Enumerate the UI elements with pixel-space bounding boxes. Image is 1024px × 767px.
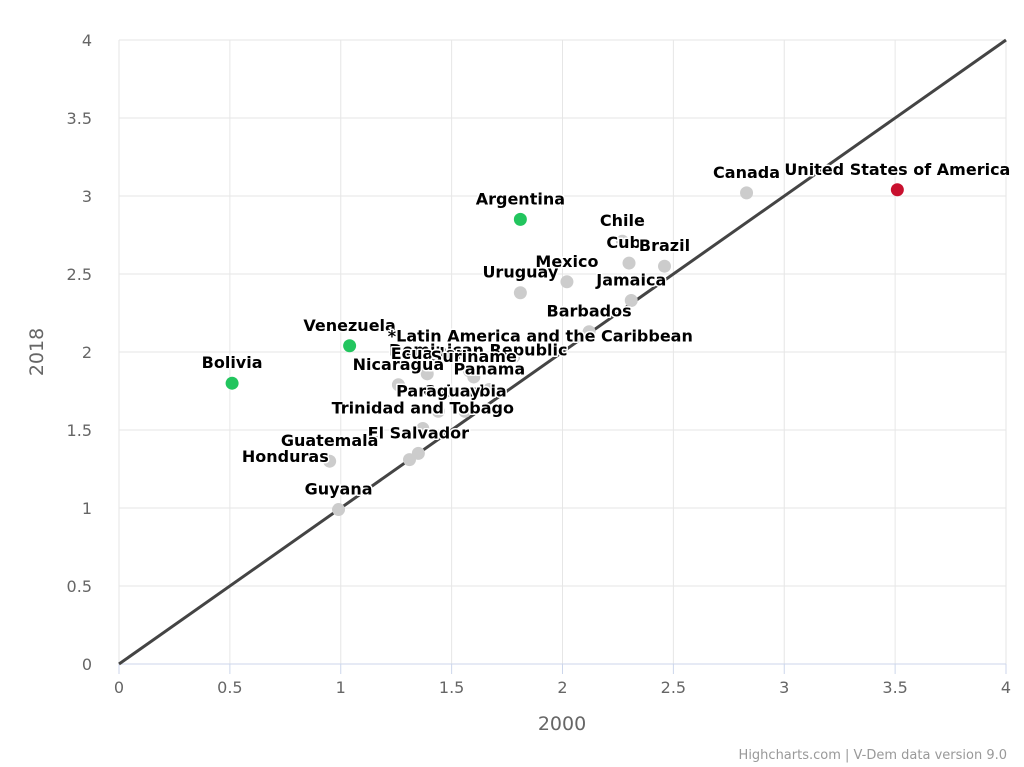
data-point[interactable] bbox=[402, 453, 416, 467]
data-point[interactable] bbox=[482, 382, 496, 396]
axes: 0 0.5 1 1.5 2 2.5 3 3.5 4 0 0.5 1 1.5 2 2.5 3 3.5 4 bbox=[67, 31, 1012, 697]
data-point[interactable] bbox=[416, 421, 430, 435]
point-label: Chile bbox=[600, 211, 645, 230]
data-point[interactable] bbox=[560, 275, 574, 289]
data-point[interactable] bbox=[624, 294, 638, 308]
y-tick-label: 1 bbox=[82, 499, 92, 518]
y-tick-label: 4 bbox=[82, 31, 92, 50]
point-label: Nicaragua bbox=[353, 355, 444, 374]
point-label: Paraguay bbox=[396, 381, 481, 400]
point-label: El Salvador bbox=[368, 423, 469, 442]
point-label: Panama bbox=[453, 359, 525, 378]
point-label: Uruguay bbox=[482, 263, 558, 282]
point-label: Brazil bbox=[639, 236, 690, 255]
y-axis-title: 2018 bbox=[26, 328, 48, 376]
data-point[interactable] bbox=[323, 454, 337, 468]
x-tick-label: 2.5 bbox=[661, 678, 686, 697]
point-label: Guatemala bbox=[281, 431, 379, 450]
data-point[interactable] bbox=[513, 212, 527, 226]
y-tick-label: 0.5 bbox=[67, 577, 92, 596]
data-point[interactable] bbox=[343, 339, 357, 353]
point-label: Honduras bbox=[242, 447, 329, 466]
x-tick-label: 0.5 bbox=[217, 678, 242, 697]
data-point[interactable] bbox=[225, 376, 239, 390]
data-point[interactable] bbox=[513, 286, 527, 300]
data-point[interactable] bbox=[391, 378, 405, 392]
point-label: Mexico bbox=[535, 252, 598, 271]
point-label: Argentina bbox=[476, 189, 565, 208]
point-label: Dominican Republic bbox=[389, 341, 567, 360]
x-tick-label: 2 bbox=[557, 678, 567, 697]
point-label: Colombia bbox=[423, 381, 507, 400]
point-label: Barbados bbox=[547, 302, 632, 321]
data-point[interactable] bbox=[582, 325, 596, 339]
data-point[interactable] bbox=[658, 259, 672, 273]
x-tick-label: 1 bbox=[336, 678, 346, 697]
y-tick-label: 3.5 bbox=[67, 109, 92, 128]
point-label: Suriname bbox=[431, 347, 517, 366]
data-point[interactable] bbox=[332, 503, 346, 517]
y-tick-label: 2.5 bbox=[67, 265, 92, 284]
data-point[interactable] bbox=[458, 404, 472, 418]
point-label: United States of America bbox=[784, 160, 1010, 179]
data-point[interactable] bbox=[420, 367, 434, 381]
point-label: Bolivia bbox=[202, 353, 263, 372]
point-label: Venezuela bbox=[303, 316, 395, 335]
data-point[interactable] bbox=[622, 256, 636, 270]
point-label: Guyana bbox=[305, 480, 373, 499]
point-label: Cuba bbox=[606, 233, 651, 252]
point-label: Trinidad and Tobago bbox=[332, 398, 514, 417]
data-point[interactable] bbox=[615, 234, 629, 248]
data-points bbox=[225, 183, 904, 517]
point-label: Ecuador bbox=[391, 344, 464, 363]
data-point[interactable] bbox=[467, 370, 481, 384]
x-tick-label: 3.5 bbox=[882, 678, 907, 697]
y-tick-label: 1.5 bbox=[67, 421, 92, 440]
data-point[interactable] bbox=[740, 186, 754, 200]
point-label: Canada bbox=[713, 163, 780, 182]
x-tick-label: 3 bbox=[779, 678, 789, 697]
data-point[interactable] bbox=[890, 183, 904, 197]
y-tick-label: 3 bbox=[82, 187, 92, 206]
x-tick-label: 1.5 bbox=[439, 678, 464, 697]
x-axis-title: 2000 bbox=[538, 713, 586, 735]
data-point[interactable] bbox=[507, 350, 521, 364]
y-tick-label: 0 bbox=[82, 655, 92, 674]
point-label: *Latin America and the Caribbean bbox=[388, 327, 693, 346]
x-tick-label: 0 bbox=[114, 678, 124, 697]
x-tick-label: 4 bbox=[1001, 678, 1011, 697]
point-label: Jamaica bbox=[595, 271, 666, 290]
y-tick-label: 2 bbox=[82, 343, 92, 362]
data-point[interactable] bbox=[431, 404, 445, 418]
credits[interactable]: Highcharts.com | V-Dem data version 9.0 bbox=[739, 748, 1007, 763]
reference-line bbox=[118, 38, 1007, 666]
